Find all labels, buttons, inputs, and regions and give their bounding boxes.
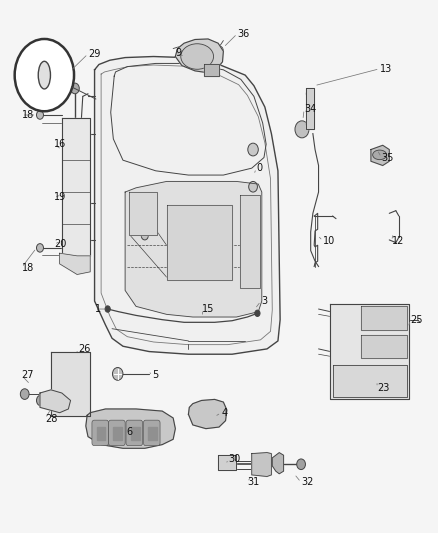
Circle shape <box>249 181 258 192</box>
Circle shape <box>79 190 87 199</box>
Circle shape <box>306 119 314 129</box>
Polygon shape <box>332 365 407 397</box>
Ellipse shape <box>38 61 50 89</box>
Text: 5: 5 <box>152 370 159 381</box>
Text: 35: 35 <box>381 152 394 163</box>
Circle shape <box>275 459 282 467</box>
Circle shape <box>20 389 29 399</box>
Text: 19: 19 <box>54 192 66 203</box>
Circle shape <box>141 231 148 240</box>
Ellipse shape <box>373 150 387 160</box>
Circle shape <box>113 368 123 380</box>
Text: 4: 4 <box>221 408 227 418</box>
Polygon shape <box>148 427 157 440</box>
Polygon shape <box>188 399 227 429</box>
Circle shape <box>306 89 314 99</box>
Text: 36: 36 <box>237 29 250 39</box>
Text: 23: 23 <box>377 383 389 393</box>
Circle shape <box>36 244 43 252</box>
Text: 12: 12 <box>392 236 404 246</box>
FancyBboxPatch shape <box>144 420 160 446</box>
Polygon shape <box>166 205 232 280</box>
Circle shape <box>57 390 66 400</box>
Circle shape <box>14 39 74 111</box>
Text: 32: 32 <box>301 478 314 487</box>
Circle shape <box>36 111 43 119</box>
Text: 13: 13 <box>380 64 392 74</box>
Circle shape <box>105 306 110 312</box>
Circle shape <box>255 310 260 317</box>
Polygon shape <box>62 118 90 256</box>
Circle shape <box>71 83 79 94</box>
Text: 16: 16 <box>54 139 66 149</box>
Circle shape <box>79 124 87 133</box>
Circle shape <box>74 357 83 368</box>
Text: 34: 34 <box>304 104 316 114</box>
Polygon shape <box>40 390 71 413</box>
Text: 27: 27 <box>21 370 34 381</box>
Polygon shape <box>125 181 262 317</box>
Polygon shape <box>51 352 90 416</box>
Circle shape <box>342 313 349 321</box>
Circle shape <box>195 266 204 277</box>
Polygon shape <box>240 195 260 288</box>
FancyBboxPatch shape <box>109 420 125 446</box>
Text: 18: 18 <box>21 110 34 120</box>
Text: 29: 29 <box>88 49 100 59</box>
Polygon shape <box>130 192 157 235</box>
Polygon shape <box>60 253 90 274</box>
Polygon shape <box>218 455 237 470</box>
Text: 10: 10 <box>323 236 335 246</box>
Circle shape <box>141 193 148 201</box>
Text: 15: 15 <box>202 304 215 314</box>
Circle shape <box>66 124 74 133</box>
Polygon shape <box>330 304 409 399</box>
Text: 18: 18 <box>21 263 34 272</box>
Polygon shape <box>175 39 223 72</box>
Text: 6: 6 <box>127 427 133 438</box>
Polygon shape <box>361 306 407 330</box>
Polygon shape <box>86 409 175 448</box>
Polygon shape <box>97 427 106 440</box>
Circle shape <box>57 357 66 368</box>
FancyBboxPatch shape <box>92 420 109 446</box>
Circle shape <box>295 121 309 138</box>
Circle shape <box>297 459 305 470</box>
Text: 0: 0 <box>256 163 262 173</box>
Polygon shape <box>204 64 219 76</box>
Circle shape <box>223 457 232 467</box>
Polygon shape <box>306 88 314 130</box>
Text: 20: 20 <box>54 239 66 249</box>
Polygon shape <box>272 453 284 474</box>
Text: 1: 1 <box>95 304 101 314</box>
Text: 31: 31 <box>247 478 260 487</box>
Circle shape <box>36 395 45 406</box>
Circle shape <box>74 390 83 400</box>
Polygon shape <box>252 453 272 477</box>
Circle shape <box>66 190 74 199</box>
Text: 9: 9 <box>175 48 181 58</box>
Polygon shape <box>361 335 407 358</box>
Circle shape <box>210 266 219 277</box>
Circle shape <box>248 143 258 156</box>
Text: 30: 30 <box>229 454 241 464</box>
Polygon shape <box>371 146 389 165</box>
Text: 3: 3 <box>261 296 267 306</box>
Polygon shape <box>131 427 140 440</box>
Polygon shape <box>113 427 122 440</box>
Text: 26: 26 <box>78 344 91 354</box>
Ellipse shape <box>181 44 214 69</box>
Text: 25: 25 <box>410 314 423 325</box>
Circle shape <box>215 46 223 56</box>
FancyBboxPatch shape <box>126 420 143 446</box>
Text: 28: 28 <box>45 414 58 424</box>
Circle shape <box>338 308 353 327</box>
Polygon shape <box>95 56 280 354</box>
